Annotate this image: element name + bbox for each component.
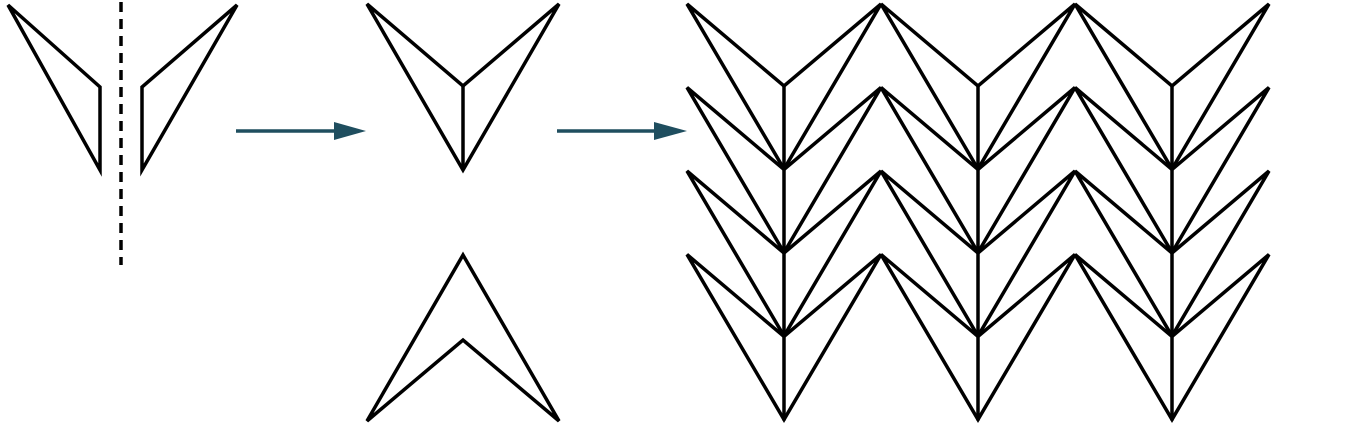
panel-tessellation (685, 2, 1271, 423)
arrow-1 (236, 122, 366, 140)
panel-split-halves (6, 2, 239, 265)
panel-assembled-shapes (365, 2, 561, 423)
arrow-1-head (334, 122, 366, 140)
dart-shape (365, 251, 561, 423)
tiling-chevron-r2-c3 (1073, 86, 1271, 256)
tiling-chevron-r3-c3 (1073, 169, 1271, 340)
left-half-shape (6, 3, 102, 177)
arrow-2 (557, 122, 687, 140)
chevron-shape (365, 2, 561, 174)
tiling-chevron-r1-c3 (1073, 2, 1271, 173)
tiling-chevron-r4-c3 (1073, 253, 1271, 423)
right-half-shape (140, 3, 239, 177)
arrow-2-head (654, 122, 687, 140)
